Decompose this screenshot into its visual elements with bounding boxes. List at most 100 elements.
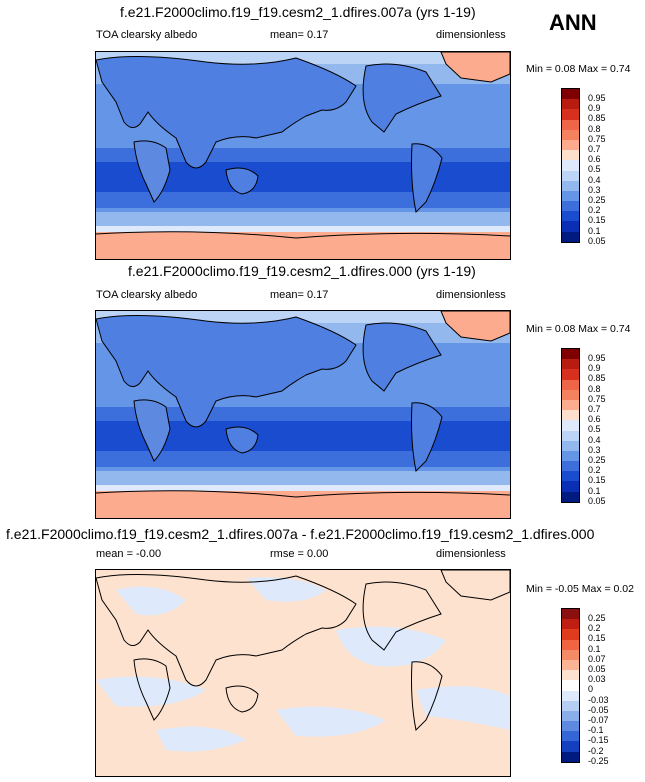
panel1-minmax: Min = 0.08 Max = 0.74	[526, 63, 631, 75]
colorbar-label: 0.15	[588, 475, 606, 486]
colorbar-label: 0.1	[588, 485, 601, 496]
colorbar-label: 0.05	[588, 495, 606, 506]
colorbar-label: -0.2	[588, 745, 604, 756]
colorbar-label: 0.5	[588, 424, 601, 435]
colorbar-swatch	[562, 700, 579, 711]
colorbar-label: 0.3	[588, 444, 601, 455]
colorbar-swatch	[562, 659, 579, 671]
colorbar-label: 0.1	[588, 643, 601, 654]
colorbar-label: 0.85	[588, 373, 606, 384]
panel2-title: f.e21.F2000climo.f19_f19.cesm2_1.dfires.…	[128, 263, 476, 279]
panel2-mean: mean= 0.17	[270, 289, 329, 301]
colorbar-swatch	[562, 349, 579, 360]
colorbar-label: 0.03	[588, 674, 606, 685]
colorbar-swatch	[562, 201, 579, 212]
colorbar-swatch	[562, 639, 579, 650]
colorbar-swatch	[562, 410, 579, 421]
colorbar-label: 0.2	[588, 205, 601, 216]
colorbar-swatch	[562, 180, 579, 191]
colorbar-label: 0.6	[588, 414, 601, 425]
colorbar-swatch	[562, 450, 579, 462]
colorbar-swatch	[562, 170, 579, 181]
colorbar-swatch	[562, 389, 579, 400]
panel3-units: dimensionless	[436, 548, 506, 560]
colorbar-label: 0.8	[588, 123, 601, 134]
colorbar-swatch	[562, 420, 579, 431]
colorbar-label: 0.75	[588, 393, 606, 404]
colorbar-label: 0.85	[588, 113, 606, 124]
colorbar-swatch	[562, 461, 579, 472]
panel2-variable: TOA clearsky albedo	[96, 289, 198, 301]
colorbar-label: 0.7	[588, 144, 601, 154]
colorbar-swatch	[562, 89, 579, 100]
colorbar-swatch	[562, 369, 579, 380]
colorbar-swatch	[562, 619, 579, 630]
colorbar-label: 0.05	[588, 235, 606, 246]
colorbar-swatch	[562, 670, 579, 681]
colorbar-label: 0.5	[588, 164, 601, 175]
colorbar-swatch	[562, 99, 579, 110]
panel1-variable: TOA clearsky albedo	[96, 29, 198, 41]
colorbar-label: 0.15	[588, 633, 606, 644]
colorbar-swatch	[562, 190, 579, 202]
colorbar-swatch	[562, 721, 579, 732]
colorbar-label: 0.07	[588, 653, 606, 664]
colorbar-swatch	[562, 359, 579, 370]
colorbar-swatch	[562, 680, 579, 691]
panel3-mean: mean = -0.00	[96, 548, 162, 560]
colorbar-swatch	[562, 109, 579, 120]
colorbar-swatch	[562, 399, 579, 411]
colorbar-swatch	[562, 751, 579, 762]
panel3-colorbar-swatches	[562, 609, 579, 762]
colorbar-swatch	[562, 690, 579, 701]
panel1-colorbar: 0.95 0.9 0.85 0.8 0.75 0.7 0.6 0.5 0.4 0.3 0.25 0.2…	[561, 88, 606, 245]
colorbar-label: 0.4	[588, 434, 601, 445]
colorbar-swatch	[562, 129, 579, 140]
colorbar-swatch	[562, 710, 579, 722]
panel1-colorbar-swatches	[562, 89, 579, 242]
colorbar-label: 0	[588, 684, 594, 695]
colorbar-label: -0.15	[588, 735, 609, 746]
colorbar-swatch	[562, 211, 579, 222]
colorbar-swatch	[562, 491, 579, 502]
colorbar-label: 0.25	[588, 613, 606, 623]
colorbar-swatch	[562, 629, 579, 640]
colorbar-label: 0.7	[588, 404, 601, 414]
colorbar-label: -0.25	[588, 755, 609, 766]
colorbar-swatch	[562, 221, 579, 232]
colorbar-swatch	[562, 150, 579, 161]
panel2-map	[95, 310, 511, 519]
colorbar-label: 0.2	[588, 465, 601, 476]
colorbar-label: 0.75	[588, 133, 606, 144]
colorbar-swatch	[562, 481, 579, 492]
colorbar-label: 0.3	[588, 184, 601, 195]
colorbar-swatch	[562, 649, 579, 660]
panel2-units: dimensionless	[436, 289, 506, 301]
panel2-colorbar: 0.95 0.9 0.85 0.8 0.75 0.7 0.6 0.5 0.4 0.3 0.25 0.2…	[561, 348, 606, 505]
colorbar-label: 0.15	[588, 215, 606, 226]
colorbar-label: 0.05	[588, 664, 606, 674]
panel1-map	[95, 51, 511, 260]
panel3-minmax: Min = -0.05 Max = 0.02	[526, 583, 634, 595]
panel2-colorbar-swatches	[562, 349, 579, 502]
season-label: ANN	[549, 10, 597, 35]
colorbar-swatch	[562, 379, 579, 390]
panel3-rmse: rmse = 0.00	[270, 548, 329, 560]
panel1-title: f.e21.F2000climo.f19_f19.cesm2_1.dfires.…	[120, 4, 476, 20]
colorbar-swatch	[562, 119, 579, 130]
panel3-title: f.e21.F2000climo.f19_f19.cesm2_1.dfires.…	[6, 526, 595, 542]
colorbar-label: 0.4	[588, 174, 601, 185]
panel1-units: dimensionless	[436, 29, 506, 41]
colorbar-swatch	[562, 471, 579, 482]
colorbar-label: 0.25	[588, 195, 606, 205]
colorbar-swatch	[562, 160, 579, 171]
colorbar-label: -0.03	[588, 694, 609, 705]
colorbar-swatch	[562, 731, 579, 742]
panel3-map	[95, 569, 511, 777]
colorbar-label: 0.1	[588, 225, 601, 236]
colorbar-swatch	[562, 440, 579, 451]
colorbar-label: 0.6	[588, 154, 601, 165]
panel3-colorbar: 0.25 0.2 0.15 0.1 0.07 0.05 0.03 0 -0.03 -0.05 -0.…	[561, 608, 609, 765]
colorbar-swatch	[562, 231, 579, 242]
colorbar-label: 0.95	[588, 353, 606, 363]
